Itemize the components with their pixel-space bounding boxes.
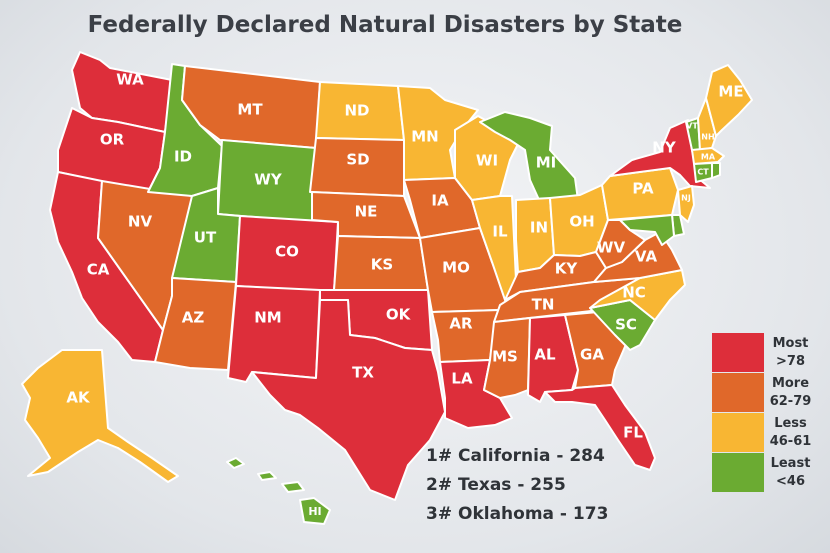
state-MD[interactable] bbox=[619, 214, 675, 246]
label-HI: HI bbox=[308, 505, 321, 518]
legend-row-most: Most >78 bbox=[712, 333, 817, 372]
label-TN: TN bbox=[532, 296, 555, 314]
label-PA: PA bbox=[632, 180, 654, 198]
label-VT: VT bbox=[686, 122, 698, 131]
label-KS: KS bbox=[371, 256, 393, 274]
label-MN: MN bbox=[411, 128, 438, 146]
legend-range-most: >78 bbox=[776, 353, 805, 369]
state-NJ[interactable] bbox=[677, 185, 695, 223]
state-AK[interactable] bbox=[21, 349, 179, 483]
state-HI-2[interactable] bbox=[257, 471, 277, 481]
label-NV: NV bbox=[128, 213, 153, 231]
legend-swatch-least bbox=[712, 453, 764, 492]
label-AL: AL bbox=[534, 346, 556, 364]
label-NE: NE bbox=[355, 203, 378, 221]
legend-swatch-more bbox=[712, 373, 764, 412]
label-SC: SC bbox=[615, 316, 637, 334]
label-UT: UT bbox=[194, 229, 217, 247]
label-NJ: NJ bbox=[681, 194, 691, 203]
label-NY: NY bbox=[652, 139, 677, 157]
label-OR: OR bbox=[100, 131, 125, 149]
legend-row-more: More 62-79 bbox=[712, 373, 817, 412]
legend-swatch-most bbox=[712, 333, 764, 372]
label-OK: OK bbox=[386, 306, 412, 324]
label-MS: MS bbox=[492, 348, 518, 366]
legend-label-least: Least bbox=[770, 455, 811, 471]
legend-label-more: More bbox=[771, 375, 810, 391]
legend-row-least: Least <46 bbox=[712, 453, 817, 492]
rank-1: 1# California - 284 bbox=[426, 446, 605, 466]
label-NH: NH bbox=[701, 133, 714, 142]
label-MO: MO bbox=[442, 259, 470, 277]
label-CO: CO bbox=[275, 243, 299, 261]
label-MI: MI bbox=[536, 154, 557, 172]
label-AK: AK bbox=[66, 389, 91, 407]
state-RI[interactable] bbox=[711, 162, 721, 179]
rank-3: 3# Oklahoma - 173 bbox=[426, 504, 609, 524]
state-FL[interactable] bbox=[544, 384, 656, 471]
label-MT: MT bbox=[237, 101, 263, 119]
label-GA: GA bbox=[580, 346, 604, 364]
legend-row-less: Less 46-61 bbox=[712, 413, 817, 452]
label-AR: AR bbox=[449, 315, 473, 333]
label-TX: TX bbox=[352, 364, 374, 382]
state-NH[interactable] bbox=[697, 97, 717, 151]
label-MA: MA bbox=[701, 153, 716, 162]
label-WY: WY bbox=[254, 171, 283, 189]
label-VA: VA bbox=[635, 248, 658, 266]
state-HI-3[interactable] bbox=[281, 481, 305, 493]
label-NC: NC bbox=[622, 284, 646, 302]
state-ME[interactable] bbox=[705, 64, 753, 137]
state-labels: WA OR CA NV ID MT WY UT AZ CO NM ND SD N… bbox=[66, 71, 743, 519]
legend-range-least: <46 bbox=[776, 473, 805, 489]
label-WA: WA bbox=[116, 71, 144, 89]
label-ID: ID bbox=[174, 148, 192, 166]
label-WV: WV bbox=[597, 239, 626, 257]
label-ND: ND bbox=[344, 102, 369, 120]
label-AZ: AZ bbox=[182, 309, 205, 327]
label-KY: KY bbox=[555, 260, 579, 278]
ranking-list: 1# California - 284 2# Texas - 255 3# Ok… bbox=[426, 442, 608, 529]
label-IA: IA bbox=[431, 192, 449, 210]
legend: Most >78 More 62-79 Less 46-61 Least <46 bbox=[712, 333, 817, 493]
map-title: Federally Declared Natural Disasters by … bbox=[87, 12, 683, 38]
legend-label-less: Less bbox=[774, 415, 807, 431]
label-IL: IL bbox=[492, 223, 508, 241]
label-CT: CT bbox=[697, 168, 709, 177]
legend-label-most: Most bbox=[772, 335, 809, 351]
state-MA[interactable] bbox=[691, 147, 725, 165]
rank-2: 2# Texas - 255 bbox=[426, 475, 566, 495]
legend-range-less: 46-61 bbox=[769, 433, 812, 449]
state-HI-1[interactable] bbox=[226, 457, 245, 469]
label-IN: IN bbox=[530, 219, 548, 237]
label-SD: SD bbox=[346, 151, 369, 169]
legend-range-more: 62-79 bbox=[769, 393, 812, 409]
state-NM[interactable] bbox=[227, 285, 321, 383]
legend-swatch-less bbox=[712, 413, 764, 452]
label-ME: ME bbox=[718, 83, 743, 101]
state-TX[interactable] bbox=[251, 299, 446, 501]
label-NM: NM bbox=[254, 309, 281, 327]
label-OH: OH bbox=[569, 213, 594, 231]
label-LA: LA bbox=[451, 370, 473, 388]
label-CA: CA bbox=[87, 261, 110, 279]
label-WI: WI bbox=[476, 152, 498, 170]
state-HI-4[interactable] bbox=[299, 497, 331, 525]
label-FL: FL bbox=[623, 424, 643, 442]
